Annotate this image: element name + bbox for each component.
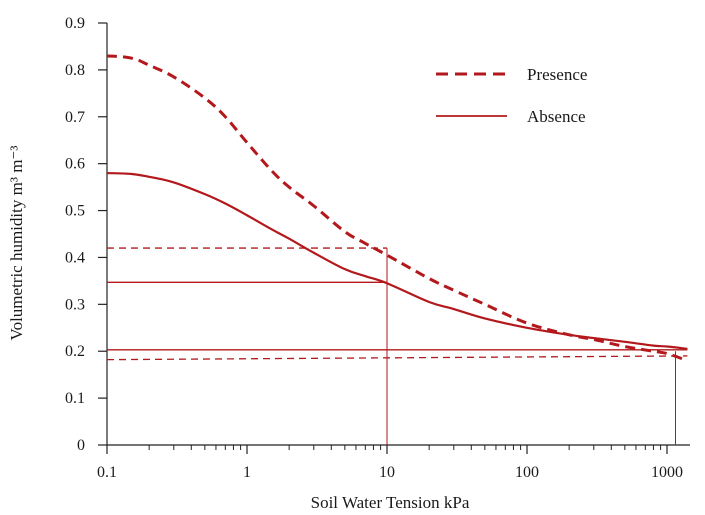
y-tick-label: 0.6 bbox=[65, 156, 85, 173]
series-line-presence bbox=[106, 54, 688, 363]
y-tick-label: 0.9 bbox=[65, 15, 85, 32]
y-tick-label: 0.7 bbox=[65, 109, 85, 126]
reference-lines bbox=[106, 247, 688, 445]
y-tick-label: 0.1 bbox=[65, 390, 85, 407]
y-tick-label: 0.8 bbox=[65, 62, 85, 79]
x-tick-label: 1 bbox=[243, 464, 251, 481]
x-tick-label: 10 bbox=[379, 464, 395, 481]
legend-label-absence: Absence bbox=[527, 107, 586, 126]
horizontal-reference-line bbox=[106, 355, 688, 361]
x-axis-label: Soil Water Tension kPa bbox=[311, 493, 470, 512]
y-tick-label: 0.2 bbox=[65, 343, 85, 360]
legend-label-presence: Presence bbox=[527, 65, 587, 84]
x-tick-label: 1000 bbox=[651, 464, 683, 481]
axes bbox=[106, 23, 690, 446]
y-axis-label: Volumetric humidity m³ m⁻³ bbox=[7, 146, 26, 341]
x-tick-label: 0.1 bbox=[97, 464, 117, 481]
legend: Presence Absence bbox=[436, 65, 587, 126]
y-tick-label: 0.5 bbox=[65, 203, 85, 220]
y-axis-ticks: 0 0.1 0.2 0.3 0.4 0.5 0.6 0.7 0.8 0.9 bbox=[65, 15, 107, 454]
series-lines bbox=[106, 54, 688, 363]
y-tick-label: 0.4 bbox=[65, 249, 85, 266]
series-line-absence bbox=[106, 171, 688, 350]
y-tick-label: 0.3 bbox=[65, 296, 85, 313]
x-axis-ticks: 0.1 1 10 100 1000 bbox=[97, 445, 683, 481]
x-tick-label: 100 bbox=[515, 464, 539, 481]
y-tick-label: 0 bbox=[77, 437, 85, 454]
